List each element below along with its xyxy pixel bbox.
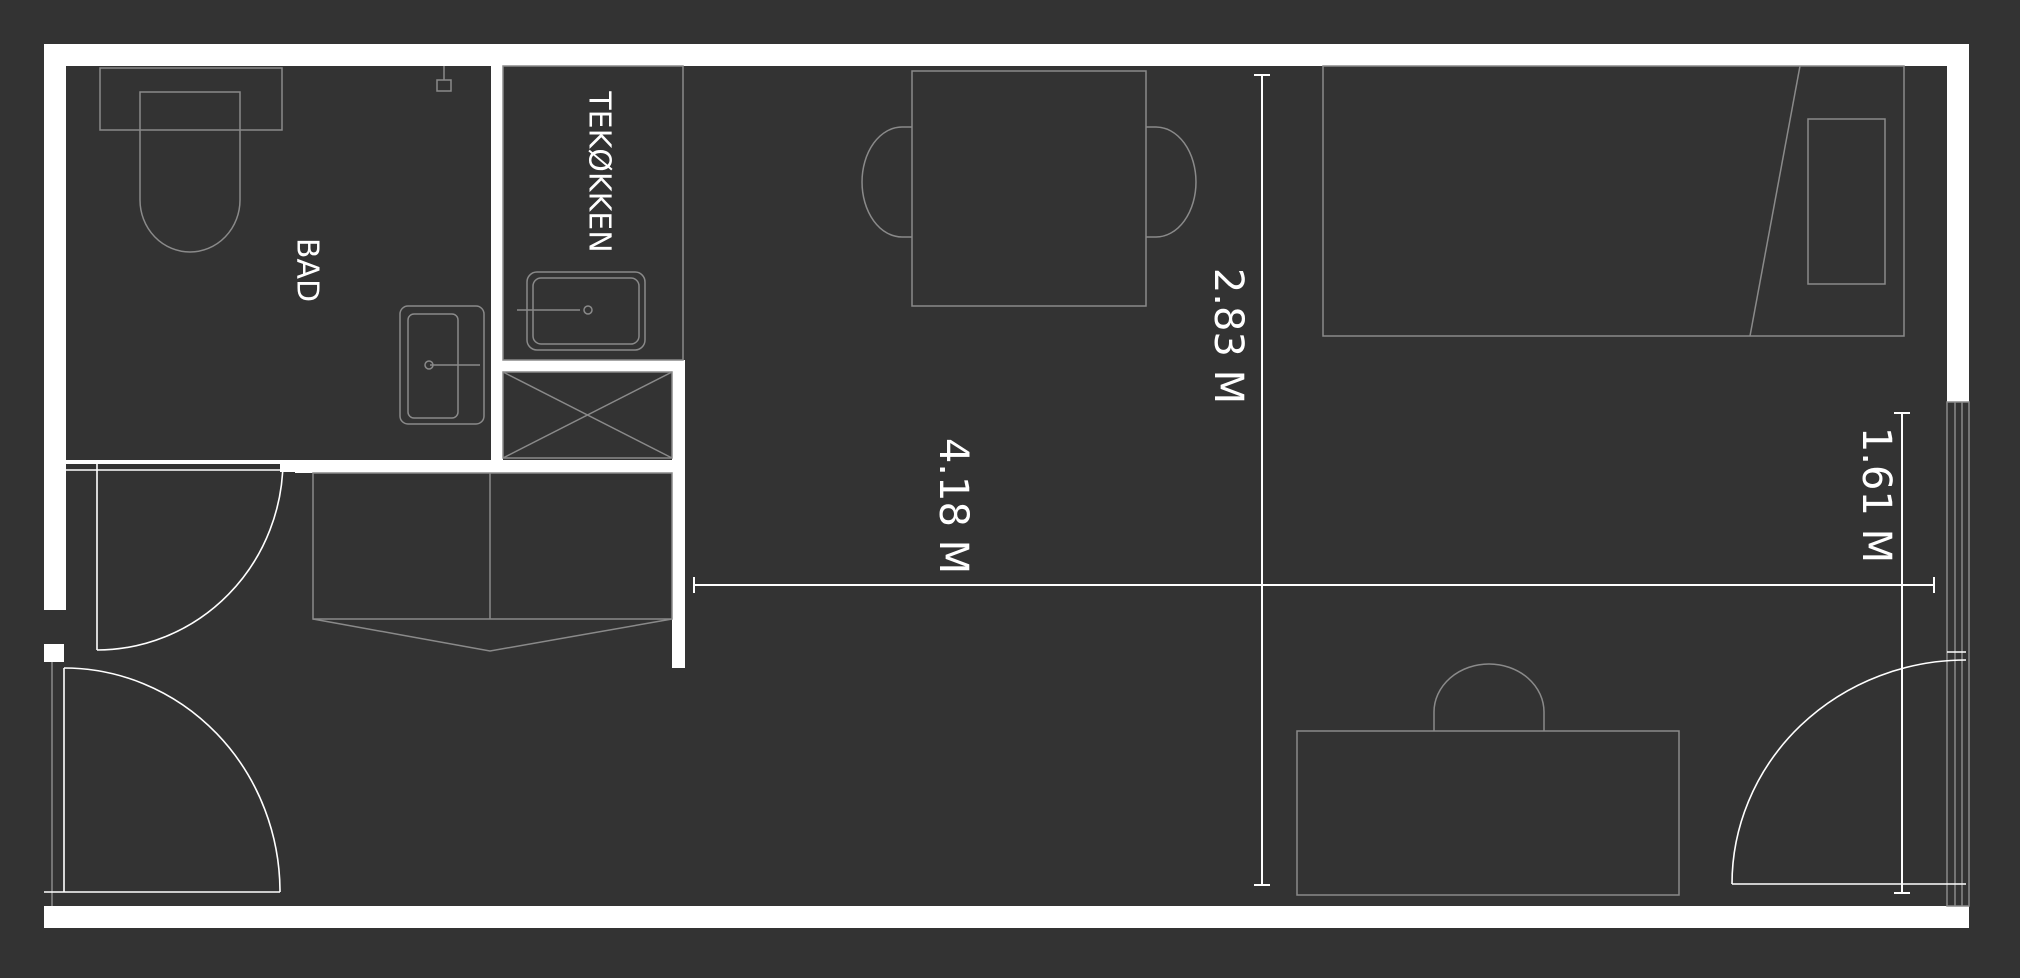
entry-door-swing	[63, 667, 281, 893]
window-right	[1946, 401, 1970, 907]
wall-right-upper	[1947, 44, 1969, 402]
outer-walls	[44, 44, 1969, 928]
wall-entry-top	[295, 460, 675, 473]
wall-bottom	[44, 906, 1969, 928]
wall-door-jamb	[280, 460, 296, 472]
doors	[44, 459, 1967, 893]
dimension-lines	[693, 74, 1935, 894]
toilet-tank	[99, 67, 283, 131]
room-label-kitchenette: TEKØKKEN	[582, 90, 617, 252]
dimension-label-width: 4.18 M	[930, 438, 976, 574]
wall-top	[44, 44, 1969, 66]
wall-left-upper	[44, 44, 66, 610]
wall-entry-thin	[66, 460, 296, 464]
dimension-label-height: 2.83 M	[1205, 268, 1251, 404]
room-label-bathroom: BAD	[290, 238, 325, 302]
wardrobe	[312, 472, 673, 620]
wall-left-stub	[44, 644, 64, 662]
interior-walls	[66, 66, 685, 668]
toilet-bowl	[139, 91, 241, 253]
kitchen-sink	[526, 271, 646, 351]
pillow	[1807, 118, 1886, 285]
desk	[1296, 730, 1680, 896]
bed	[1322, 65, 1905, 337]
chair-left	[861, 126, 912, 238]
wall-bath-kitchen	[491, 66, 503, 460]
desk-chair	[1433, 663, 1545, 731]
bath-door-swing	[96, 459, 284, 651]
balcony-door-swing	[1731, 659, 1967, 885]
fixtures	[51, 65, 1970, 907]
chair-right	[1146, 126, 1197, 238]
wall-kitchen-shelf	[497, 360, 677, 372]
wall-kitchen-right	[672, 360, 685, 668]
dining-table	[911, 70, 1147, 307]
fridge	[502, 371, 673, 459]
bath-sink	[399, 305, 485, 425]
kitchen-counter	[502, 65, 684, 361]
dimension-label-window: 1.61 M	[1853, 427, 1899, 563]
